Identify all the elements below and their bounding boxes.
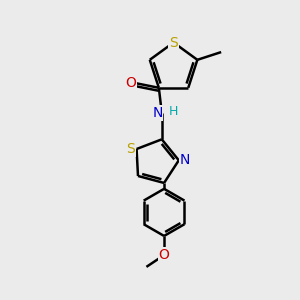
Text: O: O <box>159 248 170 262</box>
Text: N: N <box>152 106 163 120</box>
Text: S: S <box>169 35 178 50</box>
Text: S: S <box>126 142 135 156</box>
Text: H: H <box>168 105 178 118</box>
Text: O: O <box>125 76 136 90</box>
Text: N: N <box>179 153 190 167</box>
